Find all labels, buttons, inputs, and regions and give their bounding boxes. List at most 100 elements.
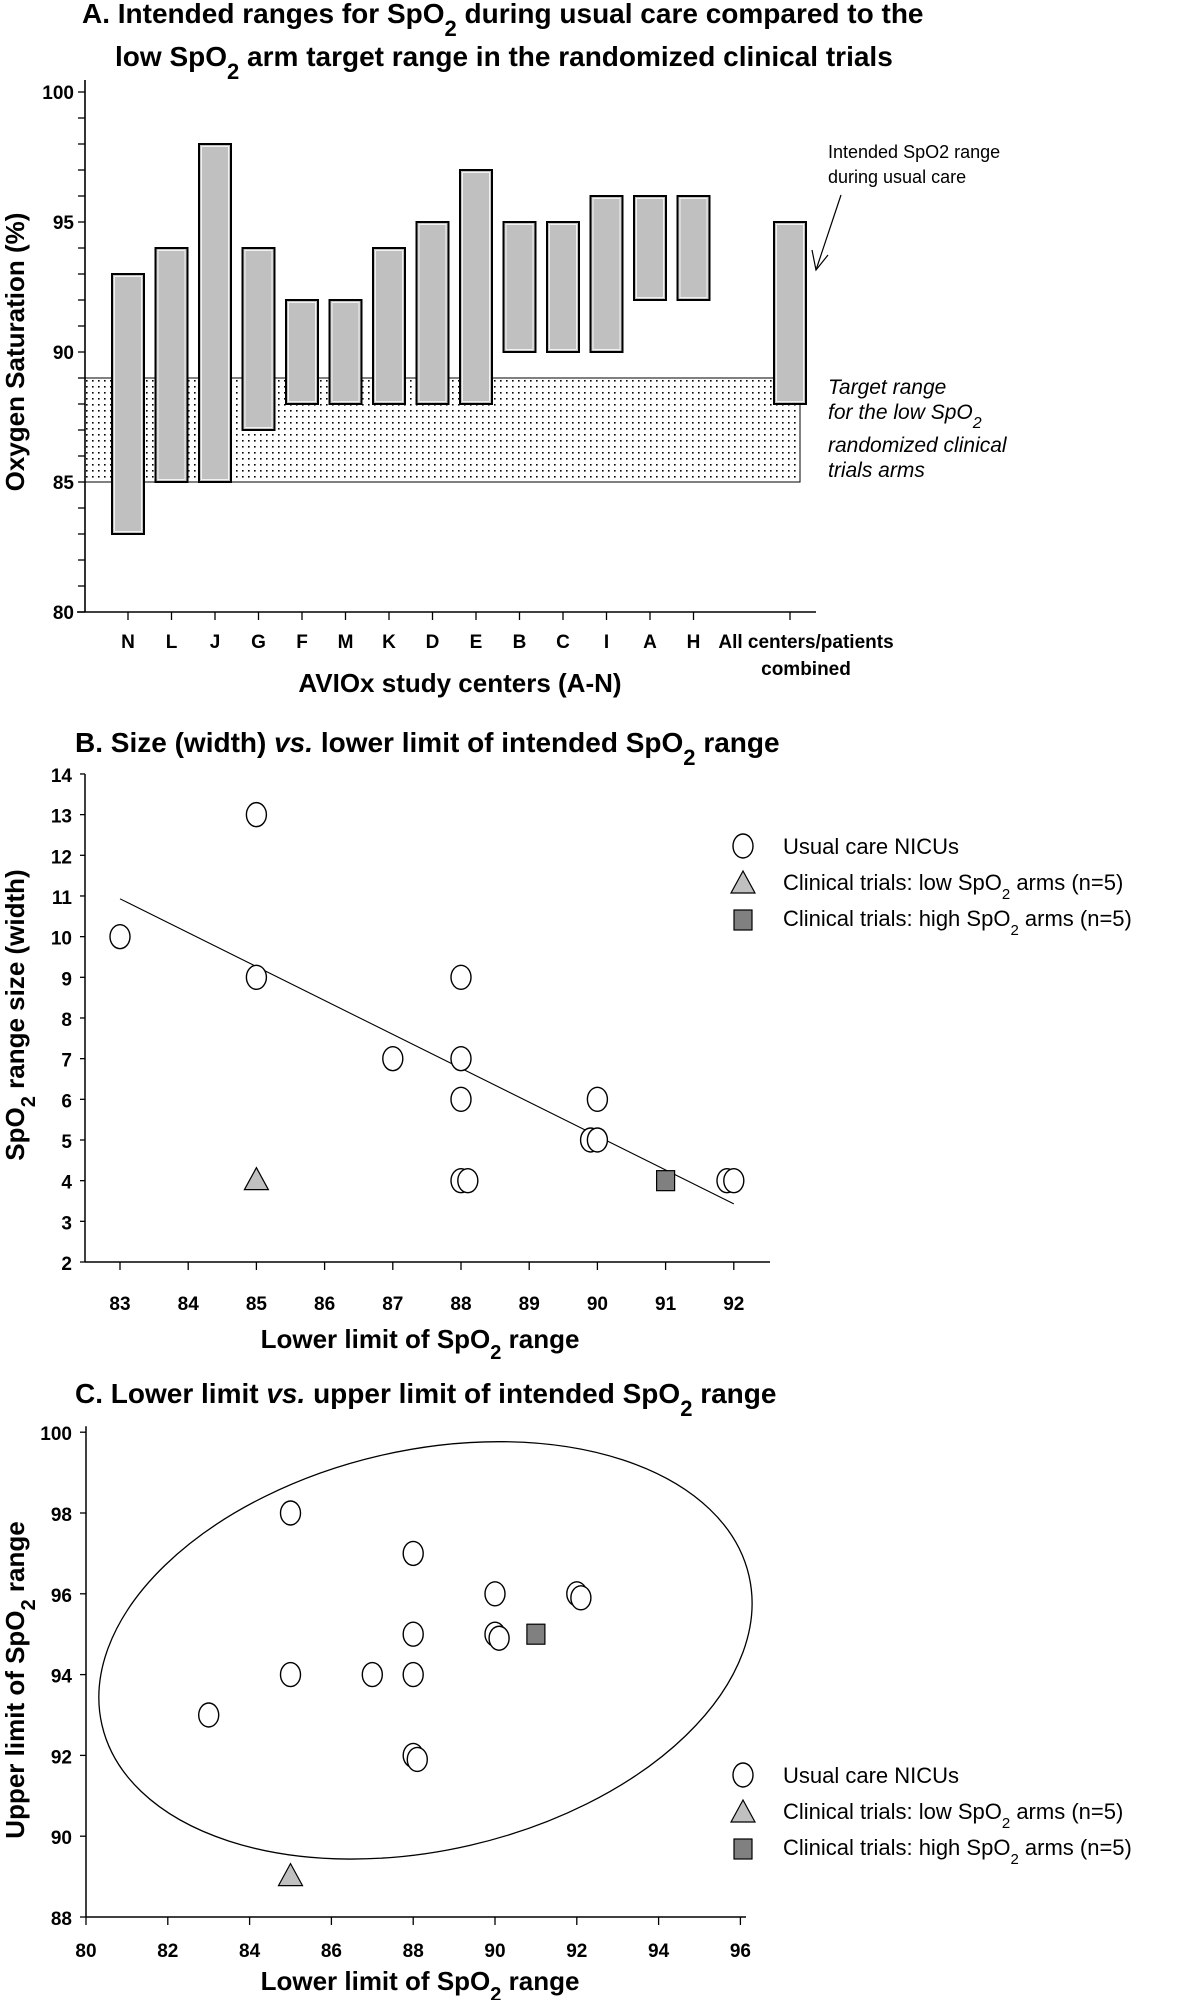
y-tick-label: 9: [61, 969, 72, 990]
data-point-circle: [402, 1540, 424, 1567]
x-tick-label: G: [251, 632, 266, 653]
x-tick-label: 92: [566, 1941, 587, 1962]
x-tick-label: J: [210, 632, 221, 653]
range-bar-rect: [372, 247, 406, 405]
x-tick-label: 90: [484, 1941, 505, 1962]
x-tick-label: L: [166, 632, 178, 653]
data-point-circle: [488, 1625, 510, 1651]
data-point-circle: [279, 1500, 302, 1526]
data-point-circle: [450, 1045, 472, 1072]
range-bar: [154, 247, 189, 483]
legend-item: Clinical trials: low SpO2 arms (n=5): [729, 869, 1123, 903]
legend-item: Clinical trials: high SpO2 arms (n=5): [733, 1835, 1132, 1868]
x-tick-label: 92: [723, 1294, 744, 1315]
range-bar: [198, 143, 232, 483]
legend-item: Usual care NICUs: [732, 1762, 959, 1788]
y-tick-label: 4: [61, 1173, 72, 1194]
range-bar-highlight: [679, 198, 708, 298]
range-bar-highlight: [462, 172, 490, 402]
data-point-circle: [732, 1762, 754, 1788]
y-tick-label: 7: [61, 1051, 72, 1072]
data-point-triangle: [729, 1798, 757, 1823]
trend-line: [119, 898, 735, 1205]
range-bar-highlight: [244, 250, 273, 428]
panel-c-x-axis-label: Lower limit of SpO2 range: [261, 1966, 580, 2000]
x-tick-label: A: [643, 632, 657, 653]
x-tick-label: 88: [403, 1941, 424, 1962]
panel-b-y-axis-label: SpO2 range size (width): [0, 869, 40, 1160]
data-point-circle: [570, 1585, 592, 1611]
x-tick-label: 87: [382, 1294, 403, 1315]
target-annotation-line4: trials arms: [828, 459, 925, 482]
data-point-circle: [457, 1167, 479, 1194]
y-tick-label: 3: [61, 1213, 72, 1234]
y-tick-label: 96: [51, 1586, 72, 1607]
data-point-triangle: [243, 1166, 270, 1191]
y-tick-label: 98: [51, 1505, 72, 1526]
range-bar: [546, 221, 580, 353]
data-point-triangle: [729, 869, 757, 894]
range-bar-rect: [459, 169, 493, 405]
x-tick-label: 88: [450, 1294, 471, 1315]
data-point-circle: [361, 1661, 383, 1688]
range-bar: [111, 273, 145, 535]
data-point-circle: [245, 964, 268, 991]
range-bar-rect: [198, 143, 232, 483]
data-point-square: [526, 1623, 546, 1645]
data-point-circle: [382, 1045, 404, 1072]
data-point-circle: [484, 1581, 506, 1607]
legend-label: Clinical trials: low SpO2 arms (n=5): [783, 1799, 1123, 1832]
data-point-circle: [732, 833, 754, 859]
x-tick-label: 85: [246, 1294, 268, 1315]
range-bar-highlight: [549, 224, 577, 350]
y-tick-label: 8: [61, 1010, 72, 1031]
data-point-circle: [450, 1086, 472, 1113]
x-tick-label: 80: [75, 1941, 96, 1962]
x-tick-label: All centers/patients: [718, 632, 893, 653]
range-bar-rect: [111, 273, 145, 535]
range-bar: [241, 247, 276, 431]
legend-item: Clinical trials: low SpO2 arms (n=5): [729, 1798, 1123, 1832]
x-tick-label: 83: [109, 1294, 130, 1315]
y-tick-label: 80: [53, 603, 74, 624]
target-annotation-line2: for the low SpO2: [828, 401, 982, 432]
range-bar-highlight: [331, 302, 360, 402]
x-tick-label: F: [296, 632, 308, 653]
data-point-triangle: [277, 1862, 304, 1887]
target-annotation-line3: randomized clinical: [828, 434, 1008, 457]
x-tick-label: combined: [761, 659, 851, 680]
range-bar-highlight: [157, 250, 186, 480]
annotation-arrow: [811, 194, 842, 272]
data-point-circle: [450, 964, 472, 991]
range-bar-highlight: [505, 224, 534, 350]
range-bar-rect: [546, 221, 580, 353]
y-tick-label: 92: [51, 1747, 72, 1768]
y-tick-label: 5: [61, 1132, 72, 1153]
x-tick-label: 94: [648, 1941, 670, 1962]
range-bar-rect: [154, 247, 189, 483]
range-bar-highlight: [288, 302, 316, 402]
usual-care-annotation-line2: during usual care: [828, 167, 966, 187]
panel-a-title-line1: A. Intended ranges for SpO2 during usual…: [82, 0, 924, 41]
y-tick-label: 6: [61, 1091, 72, 1112]
x-tick-label: H: [687, 632, 701, 653]
range-bar-highlight: [592, 198, 621, 350]
y-tick-label: 94: [51, 1667, 73, 1688]
range-bar: [459, 169, 493, 405]
y-tick-label: 90: [51, 1828, 72, 1849]
data-point-square: [733, 909, 753, 931]
x-tick-label: 82: [157, 1941, 178, 1962]
panel-c: C. Lower limit vs. upper limit of intend…: [0, 1378, 1132, 2000]
data-point-circle: [109, 923, 131, 950]
data-point-circle: [586, 1086, 609, 1113]
data-point-circle: [406, 1746, 428, 1773]
panel-c-title: C. Lower limit vs. upper limit of intend…: [75, 1378, 776, 1421]
panel-b-x-axis-label: Lower limit of SpO2 range: [261, 1324, 580, 1364]
range-bar-rect: [773, 221, 807, 405]
range-bar: [372, 247, 406, 405]
panel-b: B. Size (width) vs. lower limit of inten…: [0, 727, 1132, 1364]
data-point-circle: [245, 801, 268, 828]
y-tick-label: 12: [51, 847, 72, 868]
legend-label: Clinical trials: high SpO2 arms (n=5): [783, 906, 1132, 939]
